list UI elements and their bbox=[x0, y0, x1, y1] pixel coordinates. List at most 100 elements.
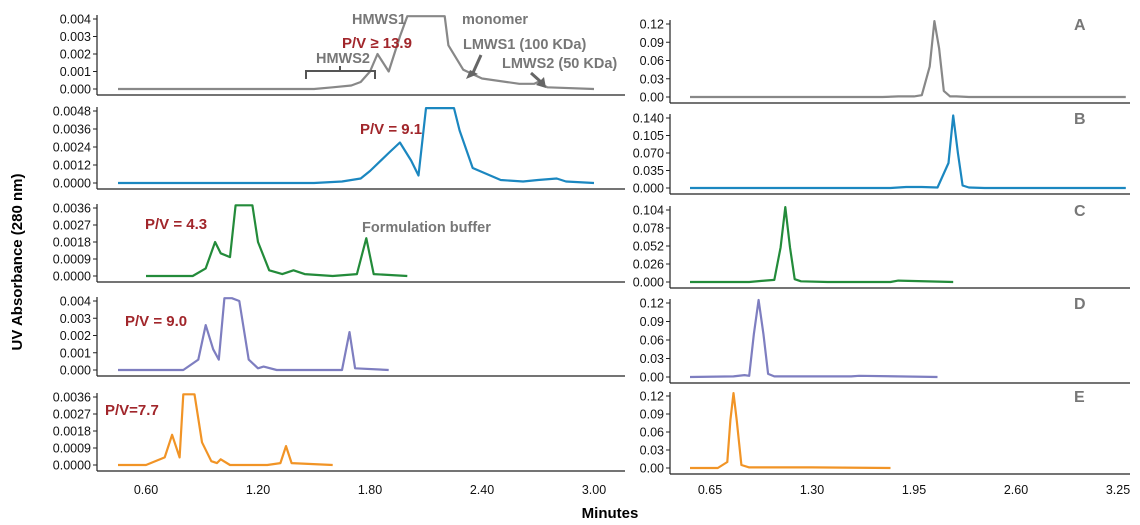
lmws1-label: LMWS1 (100 KDa) bbox=[463, 37, 586, 53]
y-tick-label: 0.000 bbox=[60, 83, 91, 97]
y-tick-label: 0.070 bbox=[633, 147, 664, 161]
y-tick-label: 0.03 bbox=[640, 352, 664, 366]
left-x-tick: 1.20 bbox=[246, 483, 270, 497]
y-tick-label: 0.000 bbox=[60, 364, 91, 378]
left-x-tick: 0.60 bbox=[134, 483, 158, 497]
left-x-tick: 2.40 bbox=[470, 483, 494, 497]
lmws1-arrowhead bbox=[466, 70, 478, 79]
y-tick-label: 0.12 bbox=[640, 390, 664, 404]
y-tick-label: 0.0036 bbox=[53, 202, 91, 216]
right-x-tick: 0.65 bbox=[698, 483, 722, 497]
chromatogram-trace bbox=[118, 106, 595, 185]
panel-letter: E bbox=[1074, 389, 1085, 406]
y-tick-label: 0.0027 bbox=[53, 219, 91, 233]
x-axis-title: Minutes bbox=[582, 505, 639, 522]
lmws1-arrow bbox=[470, 54, 483, 76]
right-panel-c: 0.104 0.078 0.052 0.026 0.000 C bbox=[633, 203, 1130, 290]
y-tick-label: 0.001 bbox=[60, 65, 91, 79]
y-tick-label: 0.06 bbox=[640, 334, 664, 348]
y-tick-label: 0.06 bbox=[640, 54, 664, 68]
left-panel-b: 0.0048 0.0036 0.0024 0.0012 0.0000 P/V = 9.1 bbox=[53, 105, 625, 191]
y-tick-label: 0.09 bbox=[640, 36, 664, 50]
left-panel-c: 0.0036 0.0027 0.0018 0.0009 0.0000 P/V = 4.3 bbox=[53, 202, 625, 284]
left-panel-a: 0.004 0.003 0.002 0.001 0.000 P/V ≥ 13.9 bbox=[60, 13, 625, 97]
y-tick-label: 0.06 bbox=[640, 426, 664, 440]
y-tick-label: 0.003 bbox=[60, 30, 91, 44]
y-tick-label: 0.035 bbox=[633, 164, 664, 178]
left-panel-e: 0.0036 0.0027 0.0018 0.0009 0.0000 P/V=7.7 bbox=[53, 391, 625, 473]
hmws2-bracket bbox=[305, 66, 376, 79]
y-tick-label: 0.105 bbox=[633, 129, 664, 143]
panel-letter: C bbox=[1074, 203, 1086, 220]
pv-ratio-label: P/V = 9.0 bbox=[125, 313, 187, 330]
chromatogram-trace bbox=[689, 298, 938, 379]
right-panel-e: 0.12 0.09 0.06 0.03 0.00 E bbox=[640, 389, 1130, 476]
right-x-tick: 1.95 bbox=[902, 483, 926, 497]
y-tick-label: 0.000 bbox=[633, 182, 664, 196]
right-x-tick: 3.25 bbox=[1106, 483, 1130, 497]
formulation-buffer-label: Formulation buffer bbox=[362, 220, 491, 236]
y-tick-label: 0.00 bbox=[640, 462, 664, 476]
panel-letter: B bbox=[1074, 111, 1086, 128]
lmws2-arrowhead bbox=[536, 77, 546, 88]
lmws2-label: LMWS2 (50 KDa) bbox=[502, 56, 617, 72]
y-tick-label: 0.00 bbox=[640, 91, 664, 105]
y-tick-label: 0.052 bbox=[633, 240, 664, 254]
panel-letter: A bbox=[1074, 17, 1086, 34]
chromatogram-trace bbox=[118, 297, 389, 372]
right-x-tick: 1.30 bbox=[800, 483, 824, 497]
y-tick-label: 0.140 bbox=[633, 112, 664, 126]
right-panel-b: 0.140 0.105 0.070 0.035 0.000 B bbox=[633, 111, 1130, 196]
lmws2-arrow bbox=[529, 71, 543, 84]
monomer-label: monomer bbox=[462, 12, 528, 28]
chromatogram-trace bbox=[690, 114, 1126, 190]
y-tick-label: 0.002 bbox=[60, 329, 91, 343]
chromatogram-trace bbox=[690, 392, 891, 470]
left-x-ticks: 0.60 1.20 1.80 2.40 3.00 bbox=[134, 483, 606, 497]
y-tick-label: 0.03 bbox=[640, 72, 664, 86]
pv-ratio-label: P/V = 9.1 bbox=[360, 121, 422, 138]
panel-a-annotations: HMWS1 HMWS2 monomer LMWS1 (100 KDa) LMWS… bbox=[305, 12, 617, 88]
y-tick-label: 0.0009 bbox=[53, 253, 91, 267]
y-tick-label: 0.0048 bbox=[53, 105, 91, 119]
right-x-tick: 2.60 bbox=[1004, 483, 1028, 497]
chromatogram-trace bbox=[690, 206, 954, 284]
y-tick-label: 0.09 bbox=[640, 408, 664, 422]
chromatogram-trace bbox=[118, 15, 595, 91]
chromatogram-trace bbox=[118, 393, 333, 467]
y-tick-label: 0.026 bbox=[633, 258, 664, 272]
right-panel-d: 0.12 0.09 0.06 0.03 0.00 D bbox=[640, 296, 1130, 385]
pv-ratio-label: P/V = 4.3 bbox=[145, 216, 207, 233]
y-tick-label: 0.03 bbox=[640, 444, 664, 458]
y-tick-label: 0.0027 bbox=[53, 408, 91, 422]
left-x-tick: 3.00 bbox=[582, 483, 606, 497]
y-tick-label: 0.000 bbox=[633, 276, 664, 290]
hmws2-label: HMWS2 bbox=[316, 51, 370, 67]
left-panel-d: 0.004 0.003 0.002 0.001 0.000 P/V = 9.0 bbox=[60, 295, 625, 378]
y-axis-title: UV Absorbance (280 nm) bbox=[9, 174, 26, 351]
pv-ratio-label: P/V=7.7 bbox=[105, 402, 159, 419]
chromatogram-trace bbox=[690, 20, 1126, 99]
y-tick-label: 0.004 bbox=[60, 13, 91, 27]
y-tick-label: 0.002 bbox=[60, 48, 91, 62]
y-tick-label: 0.0036 bbox=[53, 123, 91, 137]
y-tick-label: 0.12 bbox=[640, 18, 664, 32]
y-tick-label: 0.0024 bbox=[53, 141, 91, 155]
y-tick-label: 0.12 bbox=[640, 297, 664, 311]
right-x-ticks: 0.65 1.30 1.95 2.60 3.25 bbox=[698, 483, 1130, 497]
y-tick-label: 0.0012 bbox=[53, 159, 91, 173]
y-tick-label: 0.0000 bbox=[53, 270, 91, 284]
chromatogram-trace bbox=[146, 204, 408, 278]
y-tick-label: 0.0036 bbox=[53, 391, 91, 405]
right-panel-a: 0.12 0.09 0.06 0.03 0.00 A bbox=[640, 17, 1130, 105]
pv-ratio-label: P/V ≥ 13.9 bbox=[342, 35, 412, 52]
y-tick-label: 0.09 bbox=[640, 315, 664, 329]
right-column-panels: 0.12 0.09 0.06 0.03 0.00 A 0.140 0.105 0.070 0.03… bbox=[633, 17, 1130, 476]
y-tick-label: 0.0000 bbox=[53, 459, 91, 473]
panel-letter: D bbox=[1074, 296, 1086, 313]
y-tick-label: 0.00 bbox=[640, 371, 664, 385]
y-tick-label: 0.001 bbox=[60, 346, 91, 360]
y-tick-label: 0.104 bbox=[633, 204, 664, 218]
